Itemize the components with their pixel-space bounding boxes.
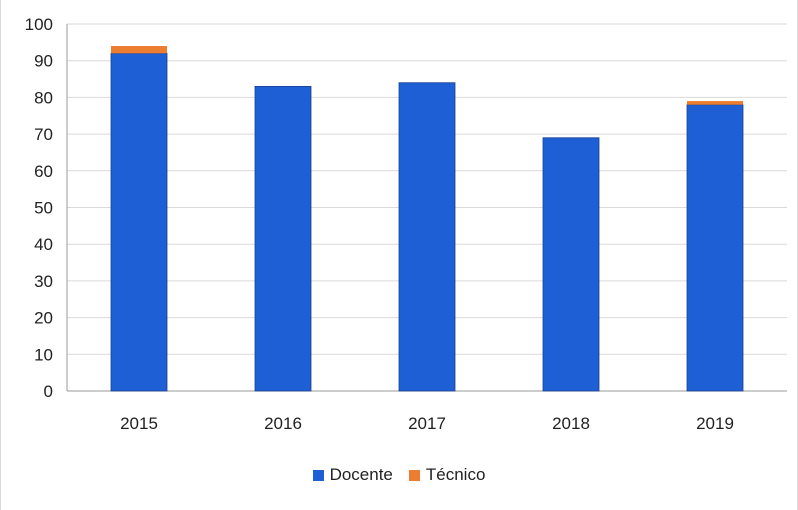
legend-swatch-tecnico [408, 469, 420, 481]
y-tick-label: 70 [34, 125, 53, 144]
bar-docente-2019 [686, 104, 744, 392]
bar-tecnico-2015 [111, 46, 167, 54]
bar-docente-2018 [542, 137, 600, 392]
x-tick-label: 2018 [552, 414, 590, 433]
bar-docente-2016 [254, 85, 312, 392]
y-tick-label: 100 [25, 15, 53, 34]
stacked-bar-chart: 0 10 20 30 40 50 60 70 80 90 100 2015 2016 2017 2018 20… [25, 15, 787, 433]
legend-item-docente: Docente [312, 465, 393, 485]
legend-item-tecnico: Técnico [408, 465, 486, 485]
tick-labels: 0 10 20 30 40 50 60 70 80 90 100 2015 2016 2017 2018 20… [25, 15, 734, 433]
legend-label-docente: Docente [329, 465, 393, 484]
bars [110, 46, 744, 392]
x-tick-label: 2017 [408, 414, 446, 433]
bar-docente-2015 [110, 52, 168, 392]
x-tick-label: 2015 [120, 414, 158, 433]
y-tick-label: 20 [34, 309, 53, 328]
y-tick-label: 10 [34, 345, 53, 364]
y-tick-label: 90 [34, 52, 53, 71]
x-tick-label: 2019 [696, 414, 734, 433]
y-tick-label: 40 [34, 235, 53, 254]
y-tick-label: 0 [44, 382, 53, 401]
legend-label-tecnico: Técnico [425, 465, 486, 484]
bar-tecnico-2019 [687, 101, 743, 105]
legend: Docente Técnico [1, 465, 797, 485]
x-tick-label: 2016 [264, 414, 302, 433]
y-tick-label: 30 [34, 272, 53, 291]
y-tick-label: 80 [34, 88, 53, 107]
y-tick-label: 60 [34, 162, 53, 181]
bar-docente-2017 [398, 82, 456, 392]
y-tick-label: 50 [34, 199, 53, 218]
legend-swatch-docente [312, 469, 324, 481]
